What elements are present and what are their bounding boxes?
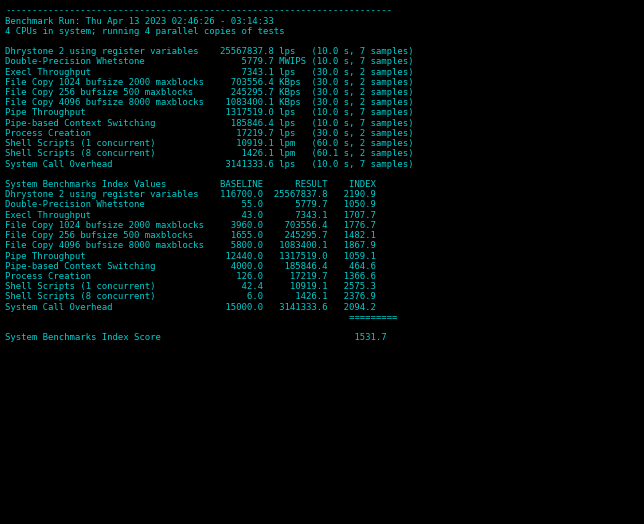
Text: Shell Scripts (1 concurrent)                42.4     10919.1   2575.3: Shell Scripts (1 concurrent) 42.4 10919.…: [5, 282, 376, 291]
Text: File Copy 1024 bufsize 2000 maxblocks     703556.4 KBps  (30.0 s, 2 samples): File Copy 1024 bufsize 2000 maxblocks 70…: [5, 78, 413, 87]
Text: Process Creation                           17219.7 lps   (30.0 s, 2 samples): Process Creation 17219.7 lps (30.0 s, 2 …: [5, 129, 413, 138]
Text: System Benchmarks Index Values          BASELINE      RESULT    INDEX: System Benchmarks Index Values BASELINE …: [5, 180, 376, 189]
Text: 4 CPUs in system; running 4 parallel copies of tests: 4 CPUs in system; running 4 parallel cop…: [5, 27, 285, 36]
Text: System Call Overhead                     3141333.6 lps   (10.0 s, 7 samples): System Call Overhead 3141333.6 lps (10.0…: [5, 159, 413, 169]
Text: Pipe Throughput                          12440.0   1317519.0   1059.1: Pipe Throughput 12440.0 1317519.0 1059.1: [5, 252, 376, 260]
Text: Shell Scripts (8 concurrent)                 6.0      1426.1   2376.9: Shell Scripts (8 concurrent) 6.0 1426.1 …: [5, 292, 376, 301]
Text: Dhrystone 2 using register variables    116700.0  25567837.8   2190.9: Dhrystone 2 using register variables 116…: [5, 190, 376, 199]
Text: Execl Throughput                            7343.1 lps   (30.0 s, 2 samples): Execl Throughput 7343.1 lps (30.0 s, 2 s…: [5, 68, 413, 77]
Text: File Copy 256 bufsize 500 maxblocks       1655.0    245295.7   1482.1: File Copy 256 bufsize 500 maxblocks 1655…: [5, 231, 376, 240]
Text: Execl Throughput                            43.0      7343.1   1707.7: Execl Throughput 43.0 7343.1 1707.7: [5, 211, 376, 220]
Text: ------------------------------------------------------------------------: ----------------------------------------…: [5, 6, 392, 15]
Text: =========: =========: [5, 313, 397, 322]
Text: Double-Precision Whetstone                  5779.7 MWIPS (10.0 s, 7 samples): Double-Precision Whetstone 5779.7 MWIPS …: [5, 58, 413, 67]
Text: File Copy 4096 bufsize 8000 maxblocks     5800.0   1083400.1   1867.9: File Copy 4096 bufsize 8000 maxblocks 58…: [5, 241, 376, 250]
Text: Shell Scripts (8 concurrent)                1426.1 lpm   (60.1 s, 2 samples): Shell Scripts (8 concurrent) 1426.1 lpm …: [5, 149, 413, 158]
Text: Double-Precision Whetstone                  55.0      5779.7   1050.9: Double-Precision Whetstone 55.0 5779.7 1…: [5, 201, 376, 210]
Text: File Copy 1024 bufsize 2000 maxblocks     3960.0    703556.4   1776.7: File Copy 1024 bufsize 2000 maxblocks 39…: [5, 221, 376, 230]
Text: Benchmark Run: Thu Apr 13 2023 02:46:26 - 03:14:33: Benchmark Run: Thu Apr 13 2023 02:46:26 …: [5, 16, 274, 26]
Text: Shell Scripts (1 concurrent)               10919.1 lpm   (60.0 s, 2 samples): Shell Scripts (1 concurrent) 10919.1 lpm…: [5, 139, 413, 148]
Text: System Call Overhead                     15000.0   3141333.6   2094.2: System Call Overhead 15000.0 3141333.6 2…: [5, 303, 376, 312]
Text: Dhrystone 2 using register variables    25567837.8 lps   (10.0 s, 7 samples): Dhrystone 2 using register variables 255…: [5, 47, 413, 56]
Text: System Benchmarks Index Score                                    1531.7: System Benchmarks Index Score 1531.7: [5, 333, 387, 342]
Text: File Copy 256 bufsize 500 maxblocks       245295.7 KBps  (30.0 s, 2 samples): File Copy 256 bufsize 500 maxblocks 2452…: [5, 88, 413, 97]
Text: Pipe-based Context Switching              4000.0    185846.4    464.6: Pipe-based Context Switching 4000.0 1858…: [5, 262, 376, 271]
Text: Process Creation                           126.0     17219.7   1366.6: Process Creation 126.0 17219.7 1366.6: [5, 272, 376, 281]
Text: Pipe Throughput                          1317519.0 lps   (10.0 s, 7 samples): Pipe Throughput 1317519.0 lps (10.0 s, 7…: [5, 108, 413, 117]
Text: Pipe-based Context Switching              185846.4 lps   (10.0 s, 7 samples): Pipe-based Context Switching 185846.4 lp…: [5, 119, 413, 128]
Text: File Copy 4096 bufsize 8000 maxblocks    1083400.1 KBps  (30.0 s, 2 samples): File Copy 4096 bufsize 8000 maxblocks 10…: [5, 99, 413, 107]
